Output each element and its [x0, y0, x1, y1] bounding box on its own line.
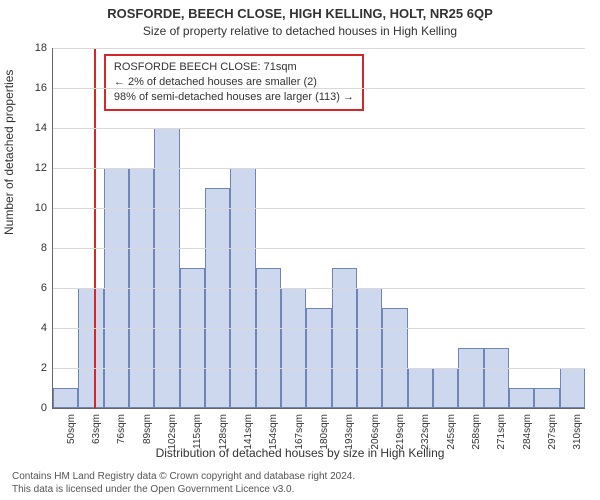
- x-tick-label: 193sqm: [344, 414, 355, 450]
- bar: [78, 288, 103, 408]
- bar: [484, 348, 509, 408]
- grid-line: [53, 88, 585, 89]
- y-tick-label: 0: [41, 402, 47, 414]
- bar: [357, 288, 382, 408]
- x-tick-label: 206sqm: [370, 414, 381, 450]
- y-tick-label: 16: [35, 82, 47, 94]
- x-tick-label: 115sqm: [192, 414, 203, 449]
- footer-line1: Contains HM Land Registry data © Crown c…: [12, 471, 588, 484]
- grid-line: [53, 248, 585, 249]
- grid-line: [53, 128, 585, 129]
- grid-line: [53, 48, 585, 49]
- y-tick-label: 18: [35, 42, 47, 54]
- bar: [433, 368, 458, 408]
- x-tick-label: 63sqm: [91, 414, 102, 444]
- x-tick-label: 310sqm: [572, 414, 583, 450]
- bar: [256, 268, 281, 408]
- x-tick-label: 245sqm: [446, 414, 457, 450]
- bar: [332, 268, 357, 408]
- x-tick-label: 297sqm: [547, 414, 558, 450]
- footer-line2: This data is licensed under the Open Gov…: [12, 484, 588, 497]
- y-tick-label: 6: [41, 282, 47, 294]
- x-tick-label: 284sqm: [522, 414, 533, 450]
- bar: [53, 388, 78, 408]
- chart-subtitle: Size of property relative to detached ho…: [0, 24, 600, 38]
- y-tick-label: 2: [41, 362, 47, 374]
- x-tick-label: 167sqm: [294, 414, 305, 450]
- bar: [205, 188, 230, 408]
- x-tick-label: 128sqm: [218, 414, 229, 450]
- x-tick-label: 50sqm: [66, 414, 77, 444]
- x-tick-label: 154sqm: [268, 414, 279, 450]
- bar: [154, 128, 179, 408]
- bar: [382, 308, 407, 408]
- reference-line: [94, 48, 96, 408]
- annotation-box: ROSFORDE BEECH CLOSE: 71sqm ← 2% of deta…: [104, 54, 364, 111]
- bar: [306, 308, 331, 408]
- x-tick-label: 219sqm: [395, 414, 406, 450]
- footer: Contains HM Land Registry data © Crown c…: [12, 471, 588, 496]
- annotation-line1: ROSFORDE BEECH CLOSE: 71sqm: [114, 60, 354, 75]
- y-tick-label: 14: [35, 122, 47, 134]
- y-tick-label: 10: [35, 202, 47, 214]
- chart-container: { "chart": { "type": "histogram", "title…: [0, 0, 600, 500]
- grid-line: [53, 168, 585, 169]
- bar: [408, 368, 433, 408]
- x-tick-label: 258sqm: [471, 414, 482, 450]
- grid-line: [53, 208, 585, 209]
- bar: [458, 348, 483, 408]
- bar: [180, 268, 205, 408]
- y-tick-label: 8: [41, 242, 47, 254]
- bar: [281, 288, 306, 408]
- x-tick-label: 232sqm: [420, 414, 431, 450]
- x-tick-label: 180sqm: [319, 414, 330, 450]
- plot-area: 50sqm63sqm76sqm89sqm102sqm115sqm128sqm14…: [52, 48, 585, 409]
- bar: [560, 368, 585, 408]
- x-tick-label: 102sqm: [167, 414, 178, 450]
- chart-title: ROSFORDE, BEECH CLOSE, HIGH KELLING, HOL…: [0, 6, 600, 21]
- x-axis-label: Distribution of detached houses by size …: [0, 446, 600, 460]
- bar: [509, 388, 534, 408]
- grid-line: [53, 288, 585, 289]
- grid-line: [53, 368, 585, 369]
- annotation-line3: 98% of semi-detached houses are larger (…: [114, 90, 354, 105]
- x-tick-label: 271sqm: [496, 414, 507, 450]
- x-tick-label: 141sqm: [243, 414, 254, 450]
- y-axis-label: Number of detached properties: [2, 70, 16, 235]
- x-tick-label: 76sqm: [116, 414, 127, 444]
- y-tick-label: 4: [41, 322, 47, 334]
- x-tick-label: 89sqm: [142, 414, 153, 444]
- y-tick-label: 12: [35, 162, 47, 174]
- grid-line: [53, 328, 585, 329]
- bar: [534, 388, 559, 408]
